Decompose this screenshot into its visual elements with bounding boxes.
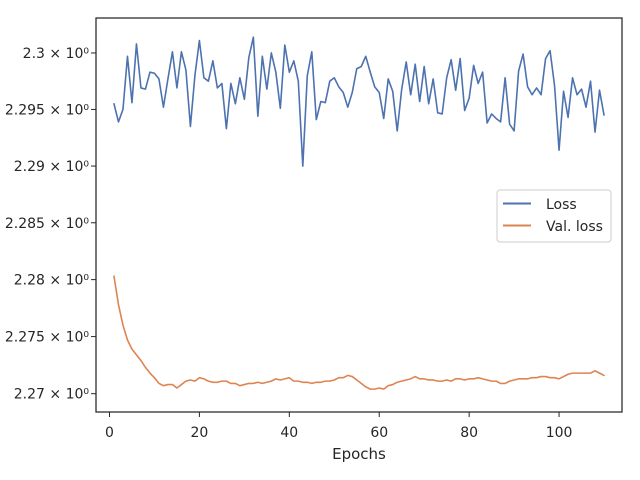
plot-frame (95, 17, 623, 413)
legend-label-loss: Loss (546, 197, 577, 213)
y-tick-label: 2.295 × 10⁰ (5, 102, 90, 118)
val-loss-series-line (113, 275, 605, 390)
legend-label-val-loss: Val. loss (546, 219, 603, 235)
legend: Loss Val. loss (496, 189, 612, 243)
loss-series-line (113, 36, 605, 167)
y-tick-label: 2.27 × 10⁰ (14, 387, 90, 403)
x-tick-label: 80 (460, 425, 478, 441)
y-tick-label: 2.3 × 10⁰ (23, 46, 90, 62)
y-tick-label: 2.275 × 10⁰ (5, 330, 90, 346)
y-tick-label: 2.285 × 10⁰ (5, 216, 90, 232)
x-tick-label: 40 (280, 425, 298, 441)
x-axis-title: Epochs (332, 445, 386, 463)
y-tick-label: 2.29 × 10⁰ (14, 159, 90, 175)
x-tick-label: 0 (105, 425, 114, 441)
y-tick-label: 2.28 × 10⁰ (14, 273, 90, 289)
x-tick-label: 100 (546, 425, 573, 441)
x-tick-label: 20 (190, 425, 208, 441)
x-tick-label: 60 (370, 425, 388, 441)
